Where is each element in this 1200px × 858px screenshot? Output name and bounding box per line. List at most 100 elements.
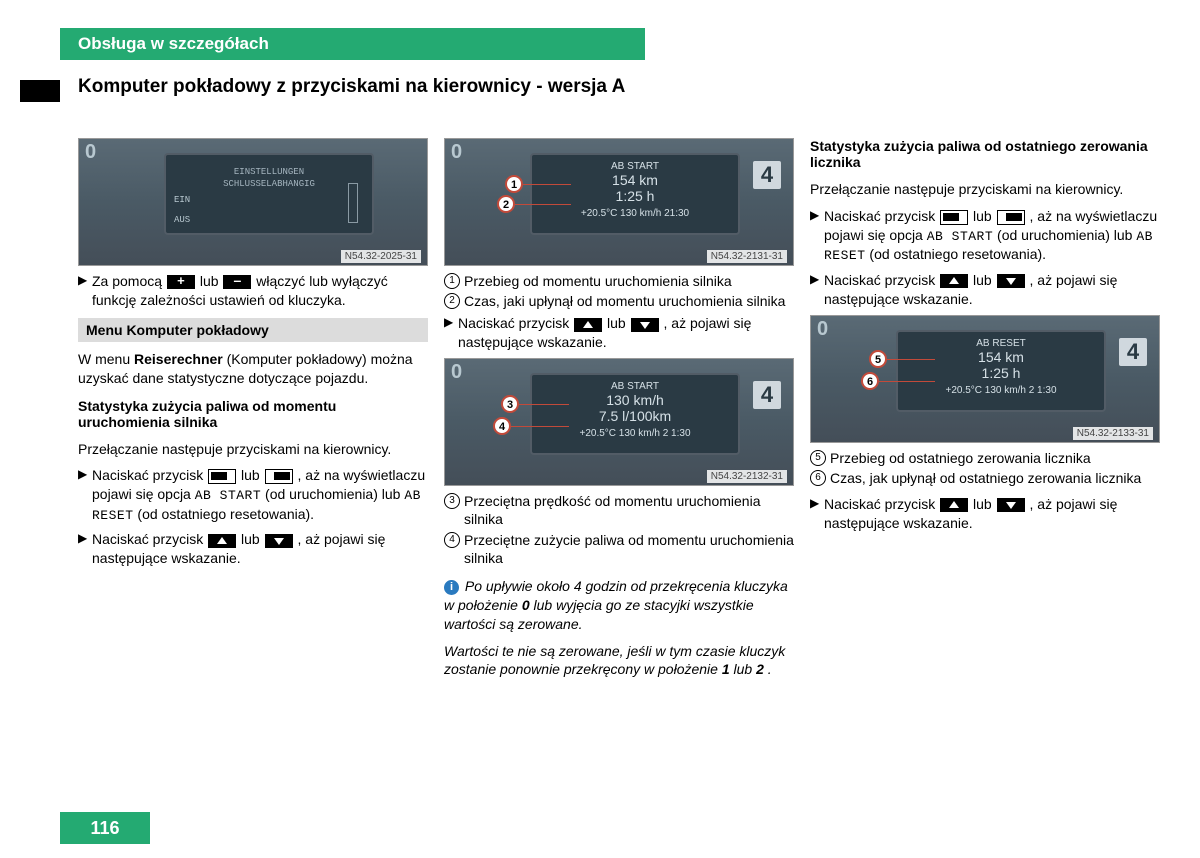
- callout-line: [515, 204, 571, 205]
- text: Naciskać przycisk: [824, 496, 939, 512]
- callout-line: [511, 426, 569, 427]
- bullet-item: ▶ Naciskać przycisk lub , aż pojawi się …: [444, 314, 794, 352]
- lcd-line: +20.5°C 130 km/h 2 1:30: [904, 385, 1098, 396]
- text: W menu: [78, 351, 134, 367]
- bullet-text: Naciskać przycisk lub , aż na wyświetlac…: [824, 207, 1160, 265]
- lcd-line: EINSTELLUNGEN: [234, 167, 304, 177]
- down-button-icon: [265, 534, 293, 548]
- aus-label: AUS: [174, 215, 190, 225]
- text: (od uruchomienia) lub: [997, 227, 1136, 243]
- page-tab: [20, 80, 60, 102]
- triangle-icon: ▶: [78, 466, 92, 524]
- down-button-icon: [997, 274, 1025, 288]
- gear-indicator: 4: [753, 381, 781, 409]
- bullet-text: Naciskać przycisk lub , aż pojawi się na…: [92, 530, 428, 568]
- numbered-item: 5 Przebieg od ostatniego zerowania liczn…: [810, 449, 1160, 467]
- bold-text: 2: [756, 661, 764, 677]
- column-3: Statystyka zużycia paliwa od ostatniego …: [810, 138, 1160, 687]
- circle-number: 5: [810, 450, 826, 466]
- bullet-text: Naciskać przycisk lub , aż pojawi się na…: [824, 271, 1160, 309]
- gauge-zero: 0: [451, 361, 462, 384]
- mono-text: AB START: [195, 488, 261, 503]
- text: (od ostatniego resetowania).: [137, 506, 314, 522]
- lcd-line: 7.5 l/100km: [538, 408, 732, 424]
- text: lub: [607, 315, 630, 331]
- lcd-line: SCHLUSSELABHANGIG: [223, 179, 315, 189]
- bullet-item: ▶ Naciskać przycisk lub , aż pojawi się …: [810, 271, 1160, 309]
- screen-right-icon: [265, 469, 293, 484]
- section-header: Obsługa w szczegółach: [60, 28, 645, 60]
- text: lub: [241, 531, 264, 547]
- callout-1: 1: [505, 175, 523, 193]
- text: Za pomocą: [92, 273, 166, 289]
- circle-number: 2: [444, 293, 460, 309]
- lcd-header: AB RESET: [904, 338, 1098, 349]
- circle-number: 1: [444, 273, 460, 289]
- item-text: Przebieg od momentu uruchomienia silnika: [464, 272, 732, 290]
- paragraph: Przełączanie następuje przyciskami na ki…: [810, 180, 1160, 199]
- column-2: 0 AB START 154 km 1:25 h +20.5°C 130 km/…: [444, 138, 794, 687]
- text: (od uruchomienia) lub: [265, 486, 404, 502]
- lcd-header: AB START: [538, 161, 732, 172]
- text: lub: [973, 496, 996, 512]
- info-note-2: Wartości te nie są zerowane, jeśli w tym…: [444, 642, 794, 680]
- lcd-header: AB START: [538, 381, 732, 392]
- item-text: Czas, jaki upłynął od momentu uruchomien…: [464, 292, 785, 310]
- callout-2: 2: [497, 195, 515, 213]
- callout-line: [519, 404, 569, 405]
- gauge-zero: 0: [85, 141, 96, 164]
- gear-indicator: 4: [1119, 338, 1147, 366]
- gear-indicator: 4: [753, 161, 781, 189]
- column-1: 0 EINSTELLUNGEN SCHLUSSELABHANGIG EIN AU…: [78, 138, 428, 687]
- page-title: Komputer pokładowy z przyciskami na kier…: [78, 76, 625, 98]
- down-button-icon: [997, 498, 1025, 512]
- text: lub: [734, 661, 757, 677]
- text: lub: [241, 467, 264, 483]
- numbered-item: 3 Przeciętna prędkość od momentu uruchom…: [444, 492, 794, 528]
- circle-number: 3: [444, 493, 460, 509]
- item-text: Przebieg od ostatniego zerowania licznik…: [830, 449, 1091, 467]
- bold-term: Reiserechner: [134, 351, 223, 367]
- text: (od ostatniego resetowania).: [869, 246, 1046, 262]
- text: Naciskać przycisk: [92, 467, 207, 483]
- up-button-icon: [940, 498, 968, 512]
- display-image-3: 0 AB START 130 km/h 7.5 l/100km +20.5°C …: [444, 358, 794, 486]
- lcd-line: 154 km: [538, 172, 732, 188]
- callout-6: 6: [861, 372, 879, 390]
- screen-left-icon: [208, 469, 236, 484]
- callout-line: [887, 359, 935, 360]
- callout-line: [523, 184, 571, 185]
- lcd-line: +20.5°C 130 km/h 2 1:30: [538, 428, 732, 439]
- text: .: [768, 661, 772, 677]
- callout-3: 3: [501, 395, 519, 413]
- content-columns: 0 EINSTELLUNGEN SCHLUSSELABHANGIG EIN AU…: [78, 138, 1173, 687]
- text: lub: [200, 273, 223, 289]
- item-text: Przeciętne zużycie paliwa od momentu uru…: [464, 531, 794, 567]
- up-button-icon: [574, 318, 602, 332]
- up-button-icon: [940, 274, 968, 288]
- info-note: i Po upływie około 4 godzin od przekręce…: [444, 577, 794, 634]
- lcd-line: 154 km: [904, 349, 1098, 365]
- triangle-icon: ▶: [810, 207, 824, 265]
- bullet-text: Naciskać przycisk lub , aż pojawi się na…: [824, 495, 1160, 533]
- triangle-icon: ▶: [810, 271, 824, 309]
- up-button-icon: [208, 534, 236, 548]
- mono-text: AB START: [927, 229, 993, 244]
- bullet-item: ▶ Naciskać przycisk lub , aż na wyświetl…: [810, 207, 1160, 265]
- circle-number: 4: [444, 532, 460, 548]
- triangle-icon: ▶: [810, 495, 824, 533]
- image-caption: N54.32-2132-31: [707, 470, 787, 483]
- lcd-screen-4: AB RESET 154 km 1:25 h +20.5°C 130 km/h …: [896, 330, 1106, 412]
- bullet-text: Za pomocą lub włączyć lub wyłączyć funkc…: [92, 272, 428, 310]
- page-number: 116: [60, 812, 150, 844]
- text: Naciskać przycisk: [458, 315, 573, 331]
- subsection-heading: Statystyka zużycia paliwa od momentu uru…: [78, 398, 428, 430]
- image-caption: N54.32-2131-31: [707, 250, 787, 263]
- callout-4: 4: [493, 417, 511, 435]
- lcd-line: 1:25 h: [904, 365, 1098, 381]
- bullet-item: ▶ Za pomocą lub włączyć lub wyłączyć fun…: [78, 272, 428, 310]
- paragraph: Przełączanie następuje przyciskami na ki…: [78, 440, 428, 459]
- image-caption: N54.32-2025-31: [341, 250, 421, 263]
- lcd-line: 130 km/h: [538, 392, 732, 408]
- paragraph: W menu Reiserechner (Komputer pokładowy)…: [78, 350, 428, 388]
